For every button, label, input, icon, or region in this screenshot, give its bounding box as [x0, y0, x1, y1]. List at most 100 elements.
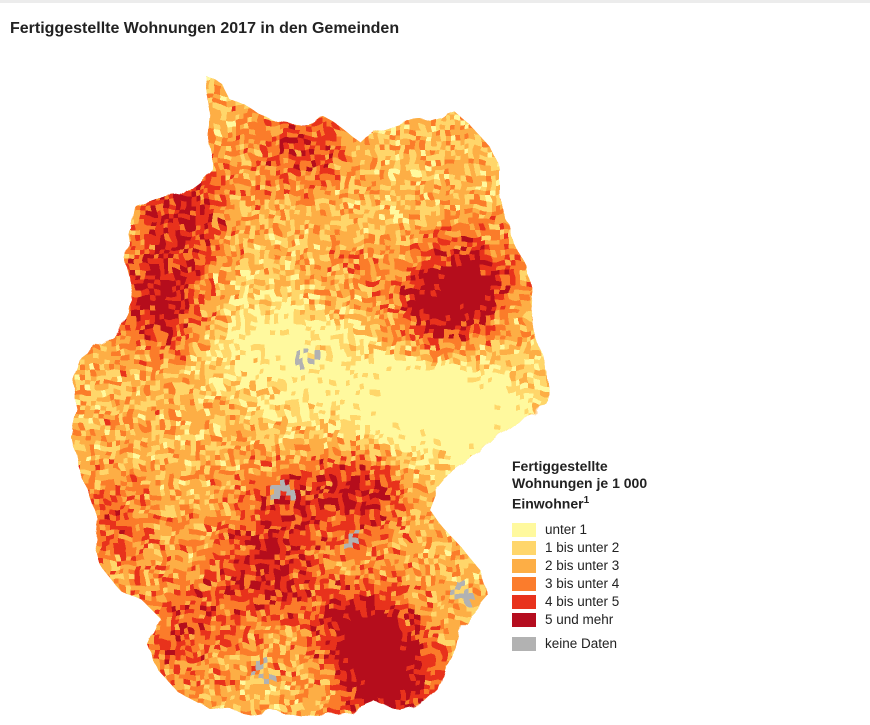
municipality-cell — [330, 100, 336, 106]
municipality-cell — [255, 205, 260, 210]
municipality-cell — [165, 235, 172, 240]
municipality-cell — [145, 175, 152, 182]
municipality-cell — [125, 120, 130, 126]
municipality-cell — [205, 205, 211, 211]
municipality-cell — [430, 215, 435, 220]
municipality-cell — [495, 125, 501, 132]
municipality-cell — [520, 215, 527, 220]
municipality-cell — [190, 310, 195, 317]
municipality-cell — [175, 285, 182, 290]
municipality-cell — [295, 115, 300, 121]
municipality-cell — [385, 250, 391, 257]
municipality-cell — [85, 300, 91, 306]
municipality-cell — [170, 140, 177, 147]
municipality-cell — [420, 95, 427, 100]
municipality-cell — [135, 265, 140, 270]
municipality-cell — [275, 245, 282, 251]
municipality-cell — [400, 165, 405, 170]
municipality-cell — [255, 270, 260, 275]
municipality-cell — [365, 75, 372, 80]
germany-choropleth-map[interactable] — [60, 70, 560, 725]
municipality-cell — [65, 120, 70, 127]
municipality-cell — [250, 150, 256, 156]
municipality-cell — [265, 145, 272, 151]
municipality-cell — [540, 130, 547, 135]
municipality-cell — [105, 280, 111, 285]
municipality-cell — [220, 210, 226, 216]
municipality-cell — [500, 160, 506, 166]
municipality-cell — [225, 75, 232, 77]
municipality-cell — [410, 245, 417, 250]
municipality-cell — [65, 150, 71, 157]
municipality-cell — [480, 240, 485, 246]
municipality-cell — [330, 105, 337, 111]
municipality-cell — [280, 205, 286, 210]
municipality-cell — [475, 225, 480, 230]
municipality-cell — [495, 220, 501, 226]
municipality-cell — [375, 135, 381, 142]
municipality-cell — [515, 305, 521, 312]
municipality-cell — [315, 235, 321, 240]
municipality-cell — [530, 75, 536, 81]
municipality-cell — [520, 260, 525, 265]
municipality-cell — [120, 255, 125, 260]
municipality-cell — [230, 80, 236, 86]
municipality-cell — [72, 150, 77, 155]
municipality-cell — [370, 105, 376, 112]
municipality-cell — [455, 305, 460, 312]
municipality-cell — [430, 290, 436, 295]
municipality-cell — [90, 205, 96, 211]
municipality-cell — [330, 80, 336, 85]
municipality-cell — [500, 130, 507, 135]
municipality-cell — [130, 120, 135, 127]
municipality-cell — [415, 250, 420, 257]
municipality-cell — [230, 105, 237, 112]
municipality-cell — [500, 235, 506, 240]
municipality-cell — [460, 100, 467, 105]
municipality-cell — [140, 305, 145, 311]
municipality-cell — [135, 85, 141, 92]
municipality-cell — [350, 310, 356, 317]
municipality-cell — [505, 270, 511, 277]
municipality-cell — [365, 270, 371, 275]
municipality-cell — [195, 170, 201, 176]
municipality-cell — [555, 270, 560, 277]
municipality-cell — [175, 195, 181, 201]
municipality-cell — [280, 170, 287, 175]
municipality-cell — [130, 155, 135, 160]
municipality-cell — [355, 310, 360, 317]
municipality-cell — [180, 130, 186, 136]
municipality-cell — [85, 270, 92, 277]
municipality-cell — [90, 175, 96, 181]
municipality-cell — [80, 110, 85, 115]
municipality-cell — [215, 80, 220, 86]
municipality-cell — [260, 180, 265, 185]
municipality-cell — [310, 235, 317, 241]
municipality-cell — [420, 105, 425, 110]
municipality-cell — [355, 155, 362, 160]
municipality-cell — [290, 85, 297, 92]
municipality-cell — [360, 125, 367, 132]
municipality-cell — [520, 210, 527, 217]
municipality-cell — [405, 290, 411, 296]
municipality-cell — [345, 295, 350, 300]
municipality-cell — [90, 200, 95, 206]
municipality-cell — [355, 295, 360, 302]
municipality-cell — [275, 215, 282, 222]
municipality-cell — [330, 135, 336, 142]
municipality-cell — [500, 150, 507, 155]
municipality-cell — [505, 235, 511, 241]
municipality-cell — [440, 180, 446, 185]
municipality-cell — [445, 205, 452, 211]
municipality-cell — [510, 280, 515, 286]
municipality-cell — [455, 185, 462, 191]
municipality-cell — [385, 300, 392, 306]
municipality-cell — [350, 270, 356, 276]
municipality-cell — [270, 105, 276, 110]
municipality-cell — [425, 195, 432, 202]
municipality-cell — [490, 275, 496, 280]
municipality-cell — [60, 235, 67, 242]
municipality-cell — [175, 275, 181, 282]
municipality-cell — [150, 160, 156, 166]
municipality-cell — [355, 140, 361, 146]
